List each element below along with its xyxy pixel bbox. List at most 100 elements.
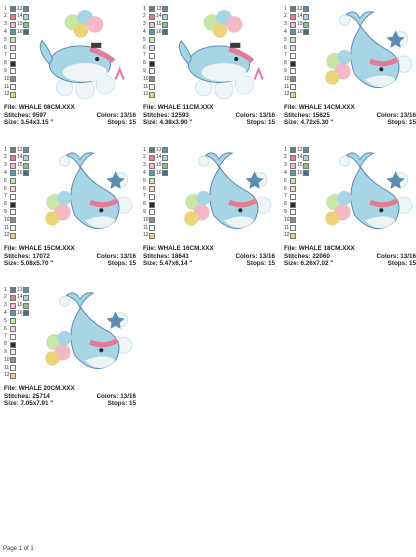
swatch-number: 4 [143,169,146,176]
swatch-number: 10 [4,216,10,223]
whale-image [325,153,412,229]
color-swatch [149,68,155,75]
color-swatch [10,186,16,192]
swatch-number: 11 [143,83,149,90]
swatch-number: 1 [143,5,146,12]
swatch-number: 5 [143,36,146,43]
file-name: File: WHALE 15CM.XXX [4,245,75,252]
color-swatch [290,6,296,12]
color-swatch [23,170,29,177]
swatch-number: 2 [4,294,7,301]
whale-image [184,153,271,229]
color-swatch [10,302,16,309]
color-swatch [303,29,309,36]
swatch-number: 6 [4,325,7,332]
color-swatch [149,209,155,216]
color-swatch [10,209,16,216]
swatch-number: 7 [4,333,7,340]
color-swatch [149,170,155,177]
swatch-number: 12 [143,232,149,239]
swatch-number: 5 [284,177,287,184]
color-swatch [149,154,155,161]
swatch-number: 12 [4,232,10,239]
swatch-number: 3 [284,21,287,28]
swatch-number: 9 [284,208,287,215]
color-swatch [290,21,296,28]
whale-image [325,12,412,88]
swatch-number: 1 [284,146,287,153]
swatch-number: 14 [156,13,162,20]
color-swatch [303,13,309,20]
color-swatch [290,76,296,83]
design-card: 1 2 3 4 5 6 7 8 9 10 11 12 13 14 15 16 File: WHALE 11CM.… [143,6,275,134]
swatch-number: 6 [4,185,7,192]
swatch-number: 12 [284,91,290,98]
colors: Colors: 13/16 [376,111,416,119]
swatch-number: 13 [297,146,303,153]
color-swatch [149,60,155,67]
color-swatch [149,186,155,192]
design-preview [173,6,275,102]
color-swatch [149,76,155,83]
color-swatch [149,225,155,231]
color-swatch [23,287,29,293]
color-swatch [23,302,29,309]
swatch-number: 7 [284,193,287,200]
color-swatch [162,170,168,177]
color-swatch [10,147,16,153]
color-swatch [10,91,16,98]
color-swatch [10,201,16,208]
swatch-number: 13 [17,5,23,12]
swatch-number: 4 [4,28,7,35]
swatch-number: 15 [156,162,162,169]
swatch-number: 13 [17,146,23,153]
color-swatch [10,154,16,161]
stops: Stops: 15 [107,400,136,407]
swatch-number: 9 [4,348,7,355]
swatch-number: 13 [156,146,162,153]
color-swatch [10,232,16,239]
color-swatch [149,52,155,59]
color-swatch [290,84,296,90]
color-swatch [23,13,29,20]
color-swatch [10,193,16,200]
stitches: Stitches: 15625 [284,111,330,119]
color-swatch [149,178,155,185]
colors: Colors: 13/16 [376,252,416,260]
swatch-number: 10 [284,216,290,223]
colors: Colors: 13/16 [96,252,136,260]
color-swatch [10,178,16,185]
color-swatch [290,13,296,20]
color-swatch [290,193,296,200]
whale-image [45,293,132,369]
file-name: File: WHALE 08CM.XXX [4,104,75,111]
file-name: File: WHALE 20CM.XXX [4,385,75,392]
color-swatch [290,68,296,75]
color-swatch [10,318,16,325]
swatch-number: 6 [143,185,146,192]
swatch-number: 10 [4,75,10,82]
color-swatch [10,225,16,231]
stops: Stops: 15 [387,260,416,267]
swatch-number: 13 [156,5,162,12]
color-swatch [10,21,16,28]
swatch-number: 10 [4,356,10,363]
design-card: 1 2 3 4 5 6 7 8 9 10 11 12 13 14 15 16 File: WHALE 20CM.… [4,287,136,415]
swatch-number: 4 [284,169,287,176]
color-swatch [162,21,168,28]
swatch-number: 10 [143,75,149,82]
size: Size: 5.08x5.70 " [4,260,54,267]
whale-image [45,153,132,229]
swatch-number: 7 [143,193,146,200]
color-swatch [23,147,29,153]
stops: Stops: 15 [246,119,275,126]
swatch-number: 10 [284,75,290,82]
file-name: File: WHALE 16CM.XXX [143,245,214,252]
swatch-number: 12 [143,91,149,98]
color-swatch [10,60,16,67]
color-swatch [10,287,16,293]
swatch-number: 6 [284,185,287,192]
color-swatch [23,162,29,169]
color-swatch [149,91,155,98]
stops: Stops: 15 [387,119,416,126]
